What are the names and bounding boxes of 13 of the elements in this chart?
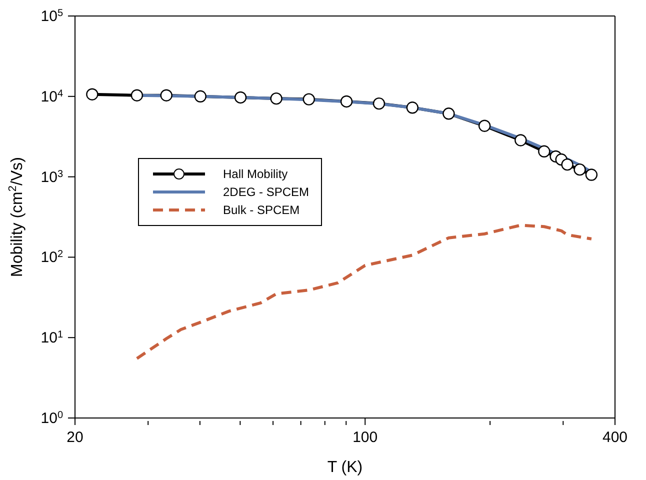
y-tick-label: 10$^{0}$ [40, 410, 64, 427]
x-tick-label: 400 [602, 429, 628, 446]
x-tick-label: 100 [352, 429, 378, 446]
y-tick-label: 10$^{1}$ [40, 329, 64, 347]
x-axis-title: T (K) [327, 459, 363, 476]
y-tick-label: 10$^{4}$ [40, 88, 64, 106]
legend-label: Bulk - SPCEM [223, 203, 300, 217]
legend-label: 2DEG - SPCEM [223, 185, 310, 199]
y-tick-label: 10$^{3}$ [40, 168, 64, 186]
y-tick-label: 10$^{2}$ [40, 248, 64, 266]
legend-label: Hall Mobility [223, 167, 288, 181]
y-tick-label: 10$^{5}$ [40, 8, 64, 25]
x-tick-label: 20 [66, 429, 84, 446]
